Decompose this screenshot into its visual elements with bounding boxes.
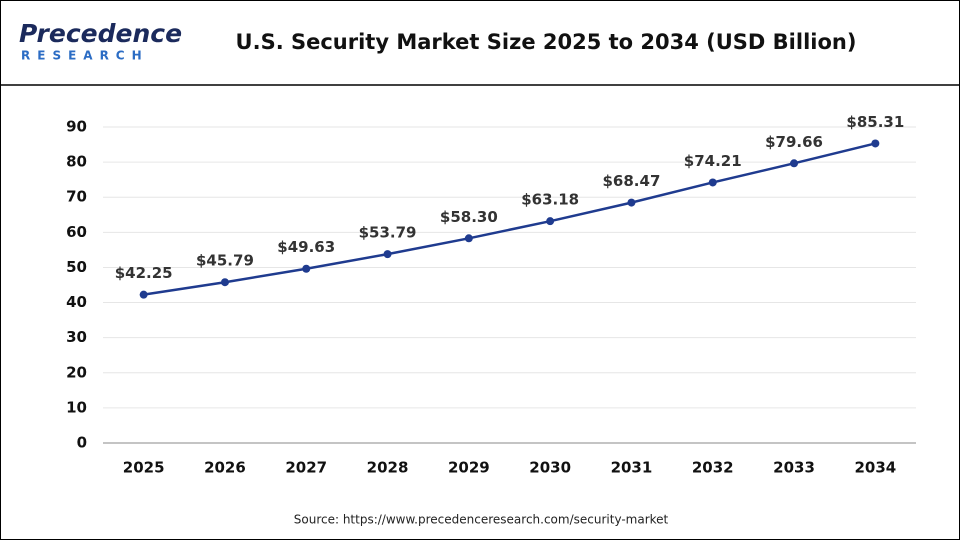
- value-label: $68.47: [603, 172, 661, 190]
- y-tick-label: 90: [66, 118, 87, 136]
- y-tick-label: 50: [66, 258, 87, 276]
- value-label: $58.30: [440, 208, 498, 226]
- chart-title: U.S. Security Market Size 2025 to 2034 (…: [236, 30, 857, 54]
- point: [464, 234, 473, 243]
- x-tick-label: 2028: [367, 459, 409, 477]
- point: [220, 278, 229, 287]
- x-tick-label: 2027: [285, 459, 327, 477]
- point: [302, 264, 311, 273]
- point: [871, 139, 880, 148]
- value-label: $53.79: [359, 224, 417, 242]
- x-tick-label: 2034: [854, 459, 896, 477]
- value-label: $45.79: [196, 252, 254, 270]
- x-tick-label: 2026: [204, 459, 246, 477]
- x-tick-label: 2032: [692, 459, 734, 477]
- x-tick-label: 2030: [529, 459, 571, 477]
- logo-tagline: RESEARCH: [21, 49, 149, 63]
- value-label: $79.66: [765, 133, 823, 151]
- line: [143, 142, 876, 296]
- value-label: $85.31: [846, 113, 904, 131]
- point: [139, 290, 148, 299]
- x-tick-label: 2025: [123, 459, 165, 477]
- logo-name: Precedence: [19, 19, 182, 48]
- point: [708, 178, 717, 187]
- value-label: $74.21: [684, 152, 742, 170]
- y-tick-label: 0: [77, 434, 87, 452]
- y-tick-label: 70: [66, 188, 87, 206]
- x-tick-label: 2029: [448, 459, 490, 477]
- y-tick-label: 20: [66, 363, 87, 381]
- value-label: $63.18: [521, 191, 579, 209]
- point: [383, 250, 392, 259]
- point: [627, 198, 636, 207]
- point: [790, 159, 799, 168]
- y-tick-label: 80: [66, 153, 87, 171]
- x-tick-label: 2033: [773, 459, 815, 477]
- value-label: $49.63: [277, 238, 335, 256]
- x-tick-label: 2031: [611, 459, 653, 477]
- y-tick-label: 30: [66, 328, 87, 346]
- value-label: $42.25: [115, 264, 173, 282]
- y-tick-label: 60: [66, 223, 87, 241]
- source: Source: https://www.precedenceresearch.c…: [294, 513, 669, 527]
- point: [546, 217, 555, 226]
- y-tick-label: 40: [66, 293, 87, 311]
- y-tick-label: 10: [66, 398, 87, 416]
